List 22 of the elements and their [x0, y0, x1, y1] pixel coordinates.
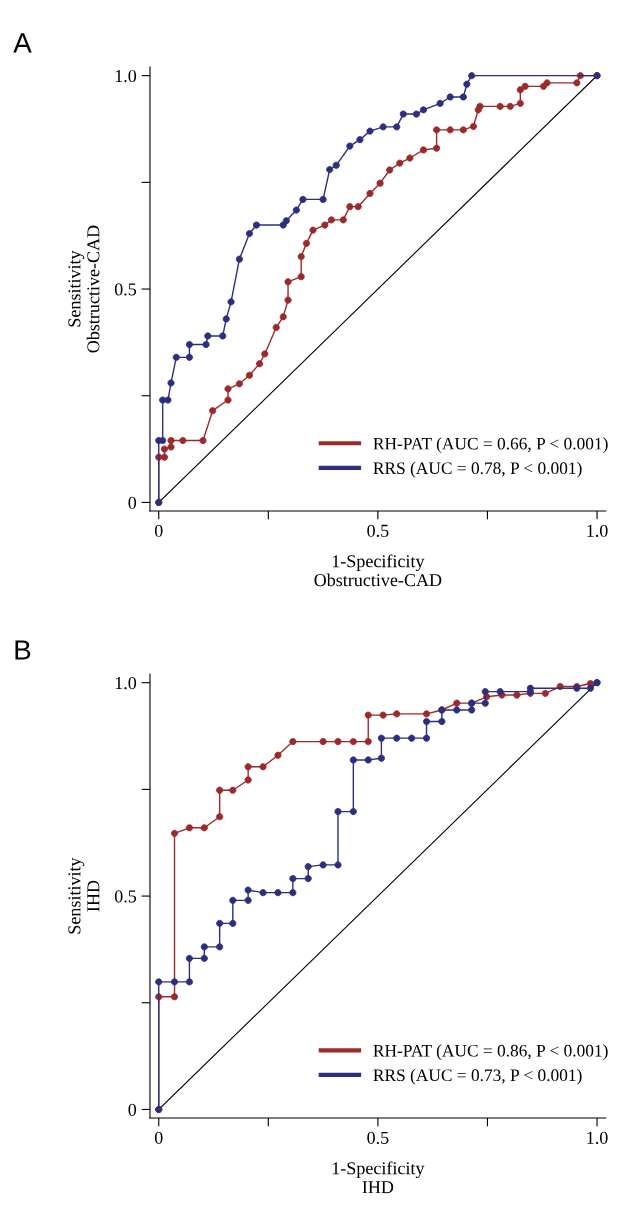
- legend-label: RRS (AUC = 0.73, P < 0.001): [373, 1068, 582, 1085]
- x-tick-label: 1.0: [587, 524, 608, 537]
- x-axis-title: 1-Specificity IHD: [332, 1161, 425, 1194]
- legend-label: RH-PAT (AUC = 0.86, P < 0.001): [373, 1044, 608, 1061]
- y-tick-label: 1.0: [115, 676, 137, 690]
- y-tick-label: 0.5: [114, 283, 137, 296]
- x-tick-label: 0.5: [367, 1131, 389, 1144]
- x-tick-label: 1.0: [587, 1131, 608, 1144]
- x-tick-label: 0: [154, 524, 163, 537]
- y-axis-title: Sensitivity Obstructive-CAD: [68, 225, 100, 353]
- y-tick-label: 0: [128, 1103, 137, 1116]
- x-axis-title: 1-Specificity Obstructive-CAD: [314, 554, 442, 587]
- y-axis-title: Sensitivity IHD: [68, 857, 100, 934]
- y-tick-label: 0.5: [114, 890, 137, 903]
- chart-title: B: [15, 640, 31, 660]
- legend-label: RRS (AUC = 0.78, P < 0.001): [373, 461, 582, 478]
- x-tick-label: 0: [154, 1131, 163, 1144]
- chart-title: A: [13, 33, 32, 53]
- legend-label: RH-PAT (AUC = 0.66, P < 0.001): [373, 437, 608, 454]
- y-tick-label: 1.0: [115, 69, 137, 83]
- y-tick-label: 0: [128, 496, 137, 509]
- x-tick-label: 0.5: [367, 524, 389, 537]
